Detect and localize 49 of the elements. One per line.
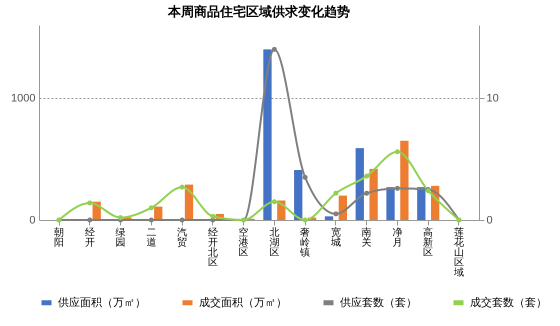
x-tick-label: 南关 [362, 226, 372, 248]
bar [386, 187, 395, 220]
bar [154, 206, 162, 220]
point [364, 174, 370, 179]
x-tick-label: 经开北区 [208, 226, 218, 268]
point [210, 214, 216, 219]
bar [338, 196, 347, 220]
legend-label: 供应套数（套） [340, 296, 417, 309]
bar [356, 148, 364, 220]
bar [400, 140, 409, 220]
x-tick-label: 高新区 [423, 226, 434, 258]
point [180, 218, 185, 222]
x-tick-label: 绿园 [116, 228, 126, 248]
x-tick-label: 宽城 [330, 226, 341, 248]
point [394, 149, 400, 154]
x-tick-label: 空港区 [238, 226, 249, 258]
x-tick-label: 经开 [84, 226, 95, 248]
x-tick-label: 二道 [146, 228, 156, 248]
point [302, 218, 308, 222]
point [148, 205, 154, 210]
point [272, 46, 277, 52]
y-tick-label: 1000 [11, 92, 36, 105]
x-tick-label: 莲花山区域 [453, 226, 464, 278]
x-tick-label: 北湖区 [269, 226, 280, 258]
bar [294, 170, 302, 220]
legend-label: 成交面积（万㎡） [199, 296, 287, 309]
point [394, 186, 400, 191]
point [118, 215, 124, 220]
point [180, 184, 185, 190]
point [333, 211, 338, 216]
x-tick-label: 净月 [392, 226, 402, 248]
point [302, 174, 308, 180]
bar [417, 187, 426, 220]
point [148, 218, 154, 222]
bar [369, 168, 378, 220]
chart-title: 本周商品住宅区域供求变化趋势 [167, 4, 350, 19]
x-tick-label: 朝阳 [54, 226, 64, 248]
y2-tick-label: 10 [486, 92, 499, 105]
legend-label: 成交套数（套） [470, 296, 547, 309]
point [87, 218, 92, 222]
point [87, 200, 92, 206]
point [272, 199, 277, 204]
x-tick-label: 汽贸 [177, 226, 188, 248]
point [364, 190, 370, 196]
legend-label: 供应面积（万㎡） [58, 296, 146, 309]
x-tick-label: 奢岭镇 [299, 226, 310, 258]
point [333, 190, 338, 196]
y2-tick-label: 0 [486, 214, 493, 226]
bar [324, 216, 334, 220]
